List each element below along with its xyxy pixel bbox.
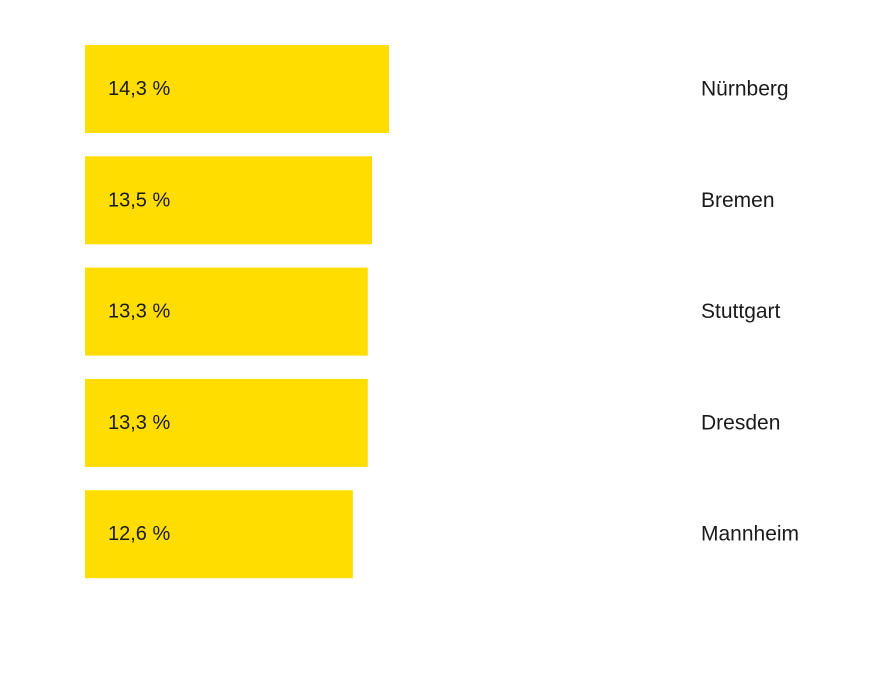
value-label-2: 13,3 %	[108, 301, 170, 323]
bar-3	[85, 378, 368, 467]
category-label-2: Stuttgart	[701, 300, 781, 323]
value-labels-layer: 14,3 % 13,5 % 13,3 % 13,3 % 12,6 %	[108, 78, 170, 545]
bar-2	[85, 267, 368, 356]
bar-1	[85, 156, 372, 245]
bars-layer	[85, 45, 389, 579]
category-label-1: Bremen	[701, 189, 775, 212]
category-labels-layer: Nürnberg Bremen Stuttgart Dresden Mannheim	[701, 78, 799, 546]
value-label-0: 14,3 %	[108, 78, 170, 100]
value-label-3: 13,3 %	[108, 412, 170, 434]
bar-0	[85, 45, 389, 133]
category-label-0: Nürnberg	[701, 78, 789, 101]
category-label-3: Dresden	[701, 411, 780, 434]
category-label-4: Mannheim	[701, 523, 799, 546]
value-label-4: 12,6 %	[108, 523, 170, 545]
bar-4	[85, 490, 353, 579]
value-label-1: 13,5 %	[108, 189, 170, 211]
